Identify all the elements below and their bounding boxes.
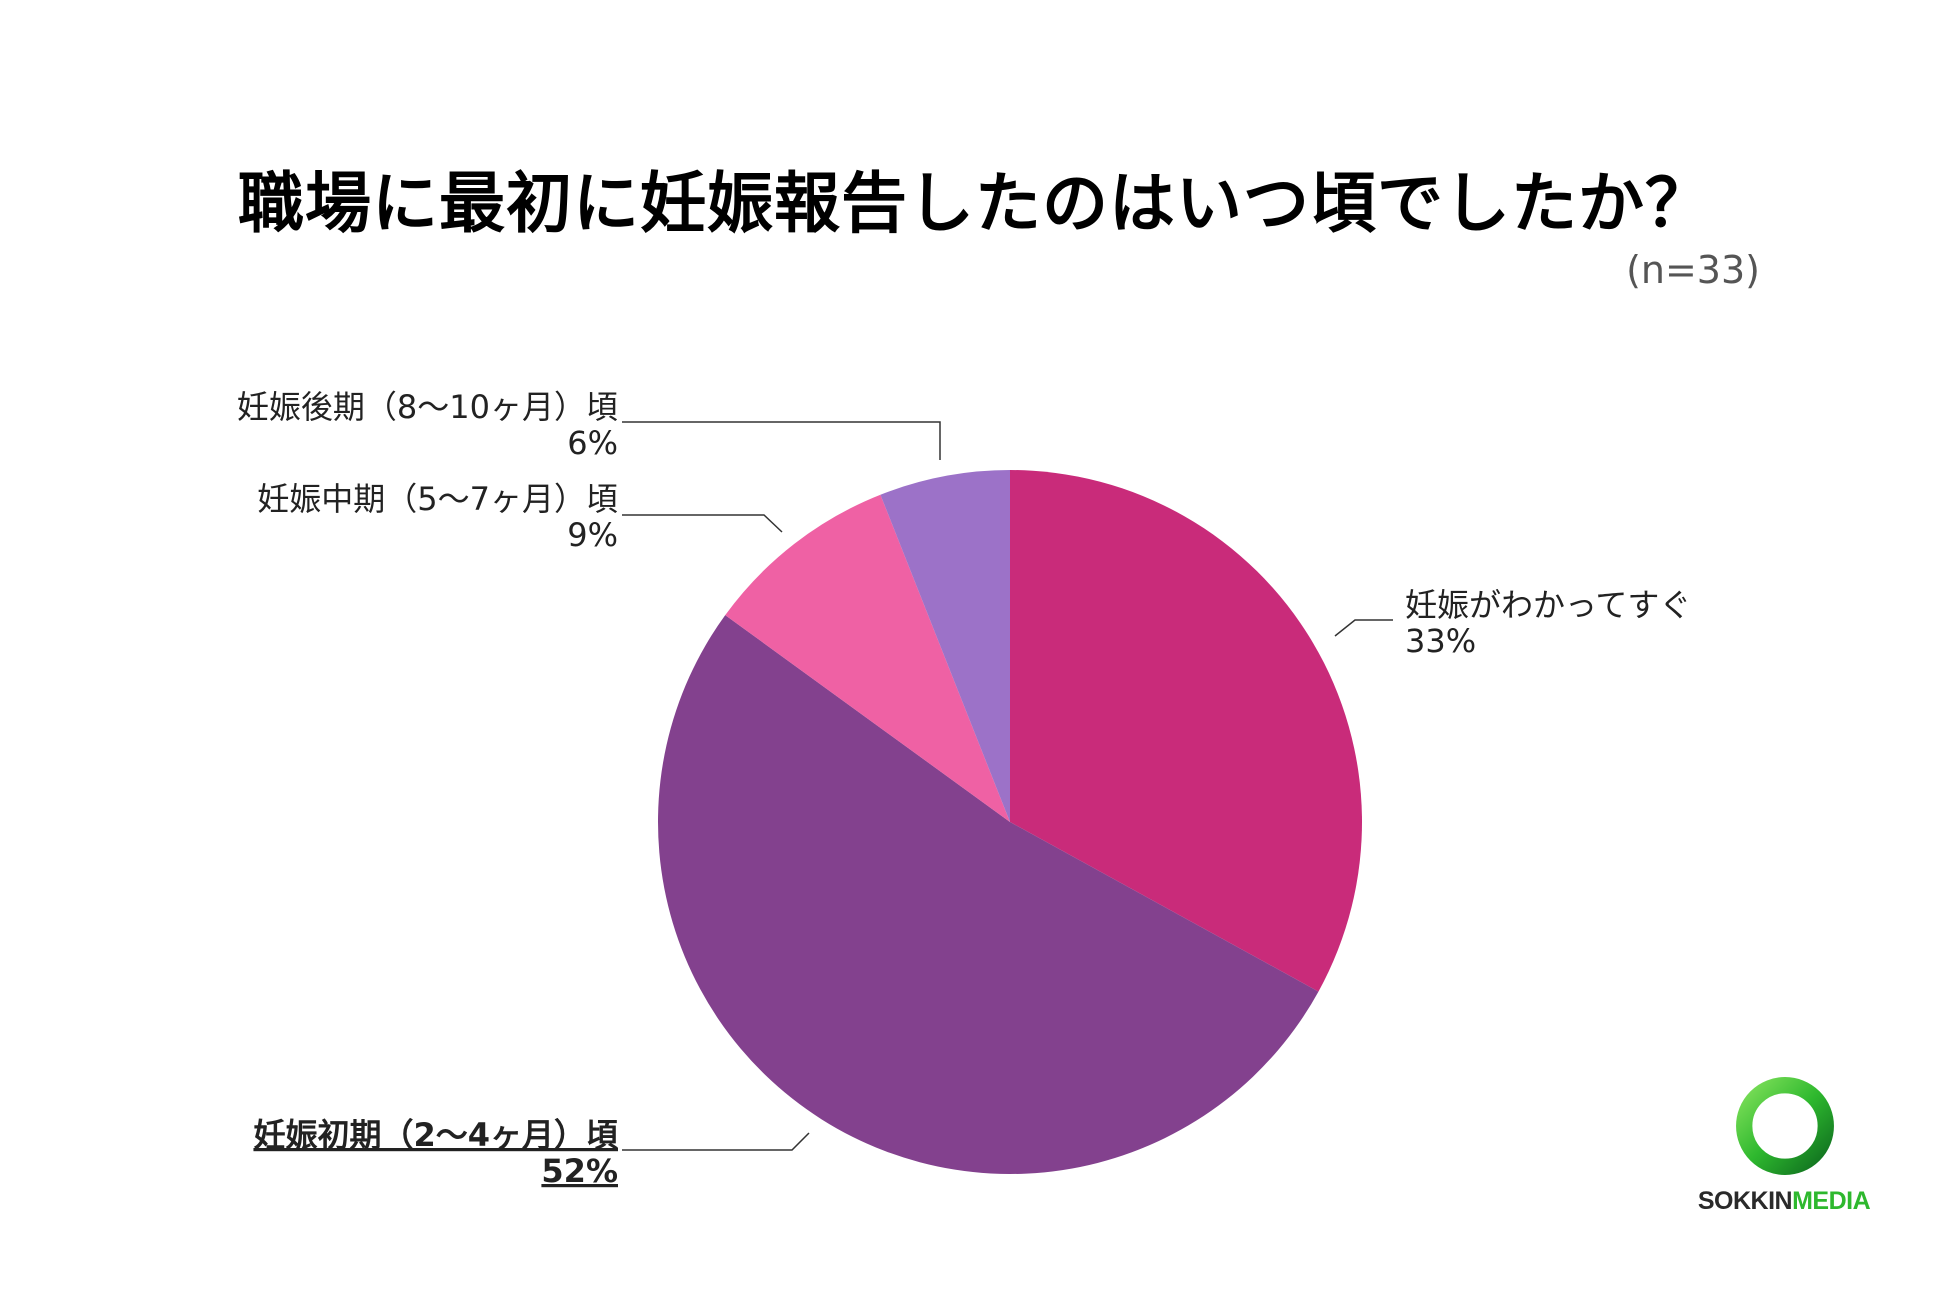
slice-label: 妊娠後期（8〜10ヶ月）頃 <box>237 388 618 426</box>
slice-label: 妊娠初期（2〜4ヶ月）頃 <box>253 1116 618 1154</box>
pie-slices <box>658 470 1362 1174</box>
pie-slice <box>1010 470 1362 992</box>
leader-line <box>1334 619 1393 637</box>
logo-text-sokkin: SOKKIN <box>1697 1187 1793 1215</box>
logo-text-media: MEDIA <box>1792 1187 1871 1215</box>
sokkin-media-logo: SOKKINMEDIA <box>1684 1075 1884 1235</box>
sample-size: (n=33) <box>1626 248 1760 292</box>
logo-text: SOKKINMEDIA <box>1684 1187 1884 1216</box>
slice-label: 妊娠がわかってすぐ <box>1405 586 1691 624</box>
slice-value-label: 9% <box>567 516 618 554</box>
pie-slice <box>725 494 1010 822</box>
slice-value-label: 52% <box>541 1152 618 1190</box>
leader-line <box>622 421 941 460</box>
pie-slice <box>658 615 1319 1174</box>
slice-value-label: 33% <box>1405 622 1476 660</box>
pie-slice <box>880 470 1010 822</box>
leader-lines <box>622 421 1393 1151</box>
leader-line <box>622 514 783 533</box>
slice-value-label: 6% <box>567 424 618 462</box>
logo-ring-icon <box>1736 1077 1834 1175</box>
chart-title: 職場に最初に妊娠報告したのはいつ頃でしたか？ <box>238 165 1712 242</box>
slice-label: 妊娠中期（5〜7ヶ月）頃 <box>257 480 618 518</box>
leader-line <box>622 1132 810 1151</box>
